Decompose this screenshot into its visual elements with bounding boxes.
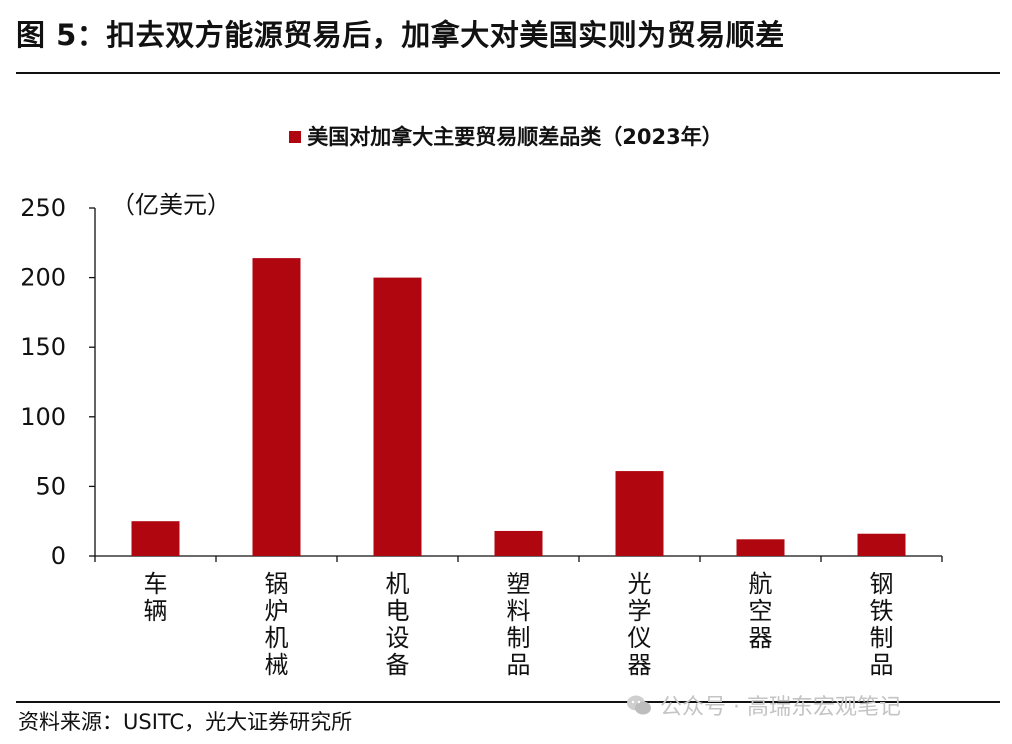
source-divider — [16, 701, 1000, 703]
bar — [494, 530, 543, 556]
y-tick-label: 0 — [51, 542, 66, 570]
bar — [857, 533, 906, 556]
x-tick-label: 塑料制品 — [507, 570, 531, 679]
legend-label: 美国对加拿大主要贸易顺差品类（2023年） — [307, 125, 723, 149]
watermark-text: 公众号 · 高瑞东宏观笔记 — [660, 695, 901, 720]
wechat-icon — [627, 695, 651, 715]
bar — [736, 539, 785, 556]
y-tick-label: 100 — [20, 403, 66, 431]
title-divider — [16, 72, 1000, 74]
x-tick-label: 航空器 — [749, 570, 773, 652]
y-tick-label: 200 — [20, 264, 66, 292]
bar — [373, 277, 422, 556]
legend-swatch — [289, 131, 302, 143]
x-tick-label: 锅炉机械 — [265, 570, 289, 679]
bar — [131, 521, 180, 556]
x-tick-label: 机电设备 — [386, 570, 410, 679]
bar — [615, 471, 664, 556]
source-note: 资料来源：USITC，光大证券研究所 — [18, 710, 353, 734]
bar-chart: 0 50 100 150 200 250 车辆 锅炉机械 机电设备 塑料制品 光学仪器 航空器 钢铁制品 — [20, 194, 943, 679]
bar — [252, 258, 301, 556]
x-tick-label: 车辆 — [144, 570, 168, 625]
x-tick-label: 钢铁制品 — [870, 570, 894, 679]
y-axis-unit-label: （亿美元） — [111, 191, 231, 219]
x-tick-label: 光学仪器 — [628, 570, 652, 679]
chart-legend: 美国对加拿大主要贸易顺差品类（2023年） — [0, 121, 1012, 151]
y-tick-label: 250 — [20, 194, 66, 222]
figure-title: 图 5：扣去双方能源贸易后，加拿大对美国实则为贸易顺差 — [16, 18, 785, 52]
y-tick-label: 150 — [20, 333, 66, 361]
watermark: 公众号 · 高瑞东宏观笔记 — [626, 689, 901, 721]
y-tick-label: 50 — [35, 472, 66, 500]
